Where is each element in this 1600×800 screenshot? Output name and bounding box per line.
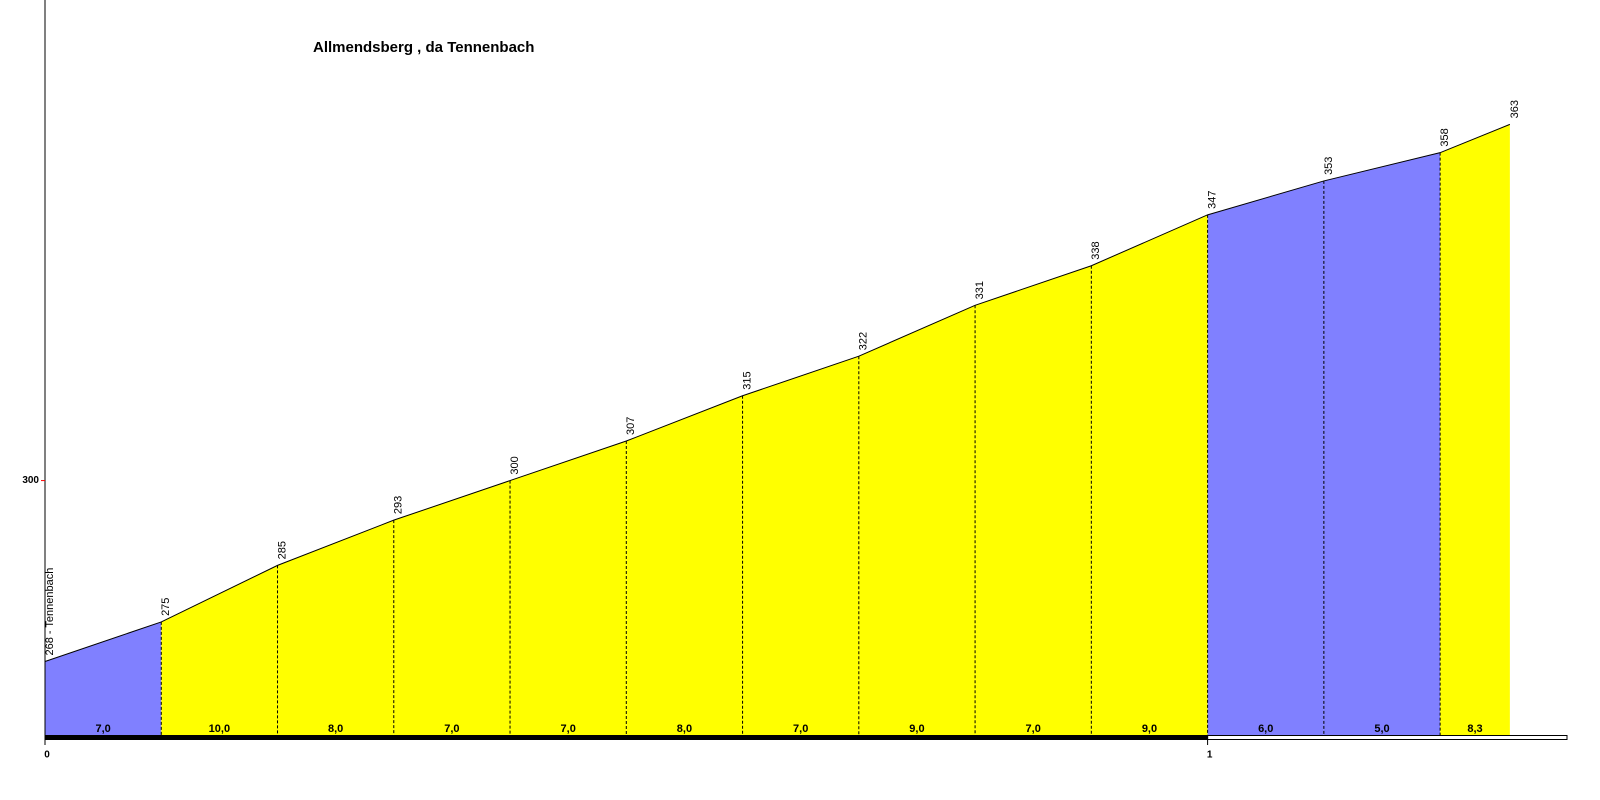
segment-area: [1207, 180, 1324, 735]
elevation-label: 275: [160, 598, 172, 616]
elevation-label: 300: [509, 456, 521, 474]
gradient-label: 9,0: [1142, 723, 1157, 735]
elevation-label: 322: [858, 332, 870, 350]
elevation-label: 358: [1439, 128, 1451, 146]
y-tick-label: 300: [22, 475, 39, 486]
segment-area: [161, 565, 278, 735]
segment-area: [1440, 124, 1510, 735]
segment-area: [975, 265, 1092, 735]
gradient-label: 7,0: [561, 723, 576, 735]
segment-area: [858, 305, 976, 735]
chart-title: Allmendsberg , da Tennenbach: [313, 39, 534, 56]
segment-area: [1091, 214, 1208, 735]
km-bar-filled: [45, 735, 1208, 740]
gradient-label: 7,0: [793, 723, 808, 735]
segment-area: [393, 480, 511, 735]
gradient-label: 5,0: [1374, 723, 1389, 735]
profile-line: [44, 123, 1511, 662]
gradient-label: 6,0: [1258, 723, 1273, 735]
gradient-label: 8,0: [677, 723, 692, 735]
gradient-label: 9,0: [909, 723, 924, 735]
elevation-label: 338: [1090, 241, 1102, 259]
gradient-label: 7,0: [1026, 723, 1041, 735]
gradient-label: 7,0: [95, 723, 110, 735]
gradient-label: 8,0: [328, 723, 343, 735]
km-bar-empty: [1207, 735, 1568, 740]
elevation-label: 331: [974, 281, 986, 299]
x-tick-label: 0: [44, 750, 50, 761]
elevation-label: 363: [1509, 100, 1521, 118]
elevation-label: 315: [741, 371, 753, 389]
elevation-label: 293: [393, 496, 405, 514]
elevation-label: 268 - Tennenbach: [44, 568, 56, 656]
gradient-label: 7,0: [444, 723, 459, 735]
gradient-label: 8,3: [1467, 723, 1482, 735]
elevation-label: 285: [276, 541, 288, 559]
elevation-label: 353: [1323, 157, 1335, 175]
segment-area: [1323, 152, 1441, 736]
segment-area: [510, 441, 627, 735]
x-tick-label: 1: [1207, 750, 1213, 761]
segment-area: [742, 356, 859, 735]
elevation-label: 347: [1207, 190, 1219, 208]
segment-area: [626, 395, 743, 735]
elevation-label: 307: [625, 417, 637, 435]
segment-area: [45, 621, 162, 735]
segment-area: [277, 520, 394, 735]
gradient-label: 10,0: [209, 723, 230, 735]
